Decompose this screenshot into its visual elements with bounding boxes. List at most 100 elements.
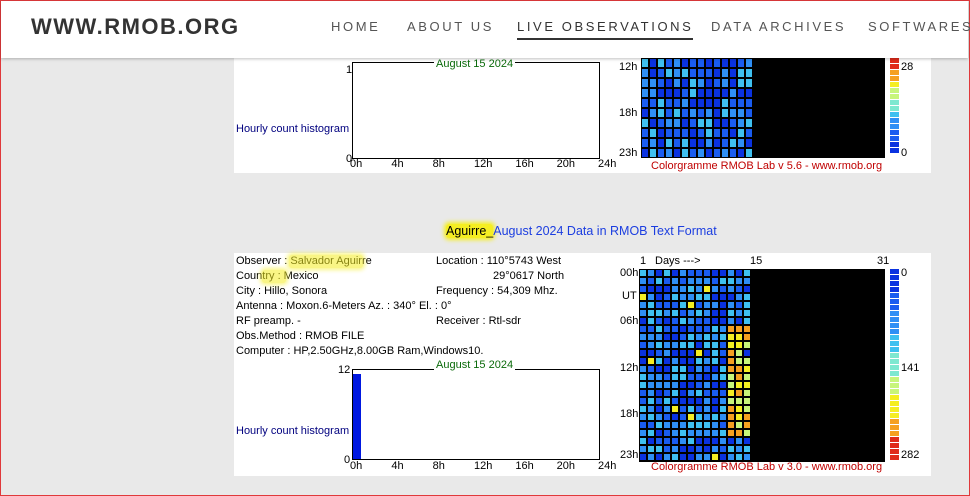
- colorgramme-cell: [664, 382, 670, 388]
- colorgramme-footer: Colorgramme RMOB Lab v 3.0 - www.rmob.or…: [651, 461, 883, 473]
- colorgramme-scale-bar: [890, 269, 899, 462]
- days-header-start: 1: [640, 255, 647, 267]
- colorgramme-cell: [728, 358, 734, 364]
- colorgramme-cell: [720, 430, 726, 436]
- colorgramme-cell: [730, 119, 736, 127]
- colorgramme-cell: [698, 79, 704, 87]
- colorgramme-cell: [722, 89, 728, 97]
- colorgramme-cell: [728, 302, 734, 308]
- colorgramme-cell: [648, 294, 654, 300]
- colorgramme-cell: [680, 454, 686, 460]
- histogram-plot: [352, 62, 600, 159]
- colorgramme-cell: [640, 302, 646, 308]
- scale-step: [890, 281, 899, 286]
- scale-step: [890, 136, 899, 141]
- colorgramme-cell: [656, 366, 662, 372]
- colorgramme-cell: [728, 270, 734, 276]
- colorgramme-cell: [680, 334, 686, 340]
- colorgramme-cell: [640, 454, 646, 460]
- colorgramme-cell: [722, 109, 728, 117]
- colorgramme-cell: [712, 310, 718, 316]
- scale-step: [890, 413, 899, 418]
- histogram-y-max: 12: [338, 364, 351, 376]
- colorgramme-cell: [640, 430, 646, 436]
- colorgramme-cell: [688, 406, 694, 412]
- colorgramme-cell: [744, 358, 750, 364]
- colorgramme-cell: [672, 342, 678, 348]
- colorgramme-cell: [642, 69, 648, 77]
- colorgramme-cell: [672, 350, 678, 356]
- colorgramme-hour-label: 06h: [620, 315, 639, 327]
- colorgramme-cell: [712, 358, 718, 364]
- nav-about-us[interactable]: ABOUT US: [407, 19, 495, 34]
- colorgramme-cell: [656, 326, 662, 332]
- colorgramme-cell: [682, 89, 688, 97]
- nav-data-archives[interactable]: DATA ARCHIVES: [711, 19, 847, 34]
- colorgramme-cell: [744, 278, 750, 284]
- scale-step: [890, 389, 899, 394]
- colorgramme-cell: [720, 302, 726, 308]
- colorgramme-cell: [704, 430, 710, 436]
- histogram-x-tick: 12h: [474, 460, 493, 472]
- colorgramme-cell: [744, 430, 750, 436]
- observation-title[interactable]: Aguirre_August 2024 Data in RMOB Text Fo…: [446, 224, 717, 238]
- data-format-link[interactable]: August 2024 Data in RMOB Text Format: [493, 224, 717, 238]
- colorgramme-cell: [640, 310, 646, 316]
- colorgramme-cell: [730, 59, 736, 67]
- colorgramme-cell: [672, 398, 678, 404]
- colorgramme-cell: [658, 59, 664, 67]
- colorgramme-cell: [682, 59, 688, 67]
- colorgramme-cell: [656, 430, 662, 436]
- colorgramme-cell: [674, 69, 680, 77]
- colorgramme-cell: [664, 270, 670, 276]
- colorgramme-cell: [696, 374, 702, 380]
- colorgramme-cell: [648, 286, 654, 292]
- colorgramme-cell: [720, 294, 726, 300]
- colorgramme-cell: [658, 89, 664, 97]
- colorgramme-cell: [688, 398, 694, 404]
- colorgramme-cell: [736, 422, 742, 428]
- colorgramme-cell: [656, 446, 662, 452]
- colorgramme-cell: [640, 326, 646, 332]
- histogram-x-tick: 4h: [391, 158, 404, 170]
- colorgramme-cell: [672, 414, 678, 420]
- colorgramme-cell: [720, 318, 726, 324]
- scale-step: [890, 100, 899, 105]
- colorgramme-cell: [696, 406, 702, 412]
- histogram-plot: [352, 369, 600, 460]
- colorgramme-cell: [648, 326, 654, 332]
- colorgramme-cell: [728, 398, 734, 404]
- colorgramme-cell: [656, 294, 662, 300]
- colorgramme-cell: [720, 374, 726, 380]
- colorgramme-cell: [690, 89, 696, 97]
- nav-softwares[interactable]: SOFTWARES: [868, 19, 970, 34]
- antenna-field: Antenna : Moxon.6-Meters Az. : 340° El. …: [236, 300, 452, 312]
- colorgramme-cell: [680, 422, 686, 428]
- colorgramme-cell: [648, 454, 654, 460]
- colorgramme-cell: [736, 382, 742, 388]
- colorgramme-cell: [728, 350, 734, 356]
- computer-field: Computer : HP,2.50GHz,8.00GB Ram,Windows…: [236, 345, 484, 357]
- days-header-arrow: Days --->: [655, 255, 701, 267]
- colorgramme-cell: [682, 119, 688, 127]
- colorgramme-cell: [696, 398, 702, 404]
- colorgramme-cell: [696, 342, 702, 348]
- colorgramme-cell: [642, 119, 648, 127]
- colorgramme-cell: [704, 406, 710, 412]
- colorgramme-cell: [728, 382, 734, 388]
- colorgramme-cell: [744, 286, 750, 292]
- colorgramme-cell: [722, 149, 728, 157]
- nav-home[interactable]: HOME: [331, 19, 381, 34]
- colorgramme-cell: [706, 69, 712, 77]
- colorgramme-cell: [698, 109, 704, 117]
- colorgramme-cell: [664, 302, 670, 308]
- observer-name-highlight: Aguirre_: [446, 224, 494, 238]
- site-logo[interactable]: WWW.RMOB.ORG: [31, 14, 240, 39]
- nav-live-observations[interactable]: LIVE OBSERVATIONS: [517, 19, 694, 40]
- colorgramme-cell: [640, 294, 646, 300]
- days-header-mid: 15: [750, 255, 763, 267]
- colorgramme-cell: [664, 334, 670, 340]
- colorgramme-cell: [640, 286, 646, 292]
- colorgramme-cell: [690, 139, 696, 147]
- colorgramme-cell: [642, 139, 648, 147]
